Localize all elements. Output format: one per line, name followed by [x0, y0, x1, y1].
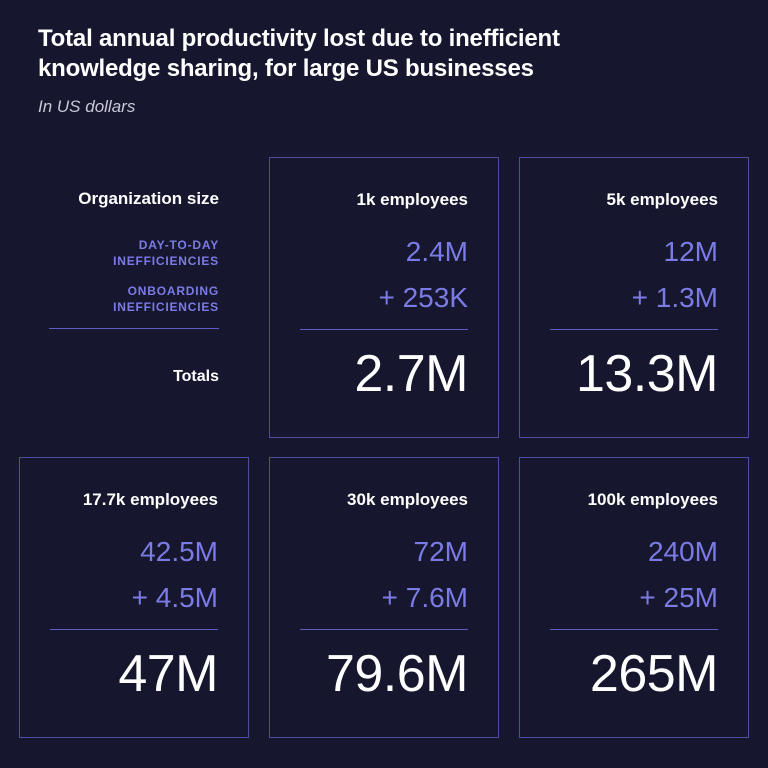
- onboarding-value: + 253K: [378, 282, 468, 313]
- divider: [550, 329, 718, 330]
- day-to-day-value: 42.5M: [140, 536, 218, 567]
- org-size-card: 5k employees 12M + 1.3M 13.3M: [519, 157, 749, 438]
- totals-label: Totals: [173, 368, 219, 385]
- total-value: 265M: [589, 645, 719, 703]
- row-header: Organization size: [78, 189, 219, 208]
- day-to-day-value: 72M: [413, 536, 468, 567]
- org-size-header: 30k employees: [347, 490, 468, 509]
- divider: [550, 629, 718, 630]
- day-to-day-value: 12M: [663, 236, 718, 267]
- day-to-day-label: DAY-TO-DAY INEFFICIENCIES: [113, 238, 219, 268]
- onboarding-value: + 25M: [639, 582, 718, 613]
- row-labels-panel: Organization size DAY-TO-DAY INEFFICIENC…: [19, 157, 249, 438]
- divider: [300, 329, 468, 330]
- org-size-header: 5k employees: [606, 190, 718, 209]
- onboarding-value: + 4.5M: [131, 582, 218, 613]
- onboarding-value: + 7.6M: [381, 582, 468, 613]
- org-size-card: 1k employees 2.4M + 253K 2.7M: [269, 157, 499, 438]
- org-size-header: 100k employees: [587, 490, 718, 509]
- day-to-day-value: 240M: [647, 536, 718, 567]
- onboarding-value: + 1.3M: [631, 282, 718, 313]
- chart-title: Total annual productivity lost due to in…: [38, 25, 560, 82]
- onboarding-label: ONBOARDING INEFFICIENCIES: [113, 284, 219, 314]
- org-size-header: 17.7k employees: [82, 490, 218, 509]
- total-value: 79.6M: [325, 645, 469, 703]
- org-size-card: 30k employees 72M + 7.6M 79.6M: [269, 457, 499, 738]
- total-value: 47M: [118, 645, 218, 703]
- day-to-day-value: 2.4M: [405, 236, 468, 267]
- divider: [300, 629, 468, 630]
- divider: [50, 629, 218, 630]
- total-value: 2.7M: [354, 345, 468, 403]
- total-value: 13.3M: [575, 345, 719, 403]
- divider: [49, 328, 219, 329]
- org-size-card: 100k employees 240M + 25M 265M: [519, 457, 749, 738]
- org-size-card: 17.7k employees 42.5M + 4.5M 47M: [19, 457, 249, 738]
- chart-subtitle: In US dollars: [38, 97, 136, 116]
- org-size-header: 1k employees: [356, 190, 468, 209]
